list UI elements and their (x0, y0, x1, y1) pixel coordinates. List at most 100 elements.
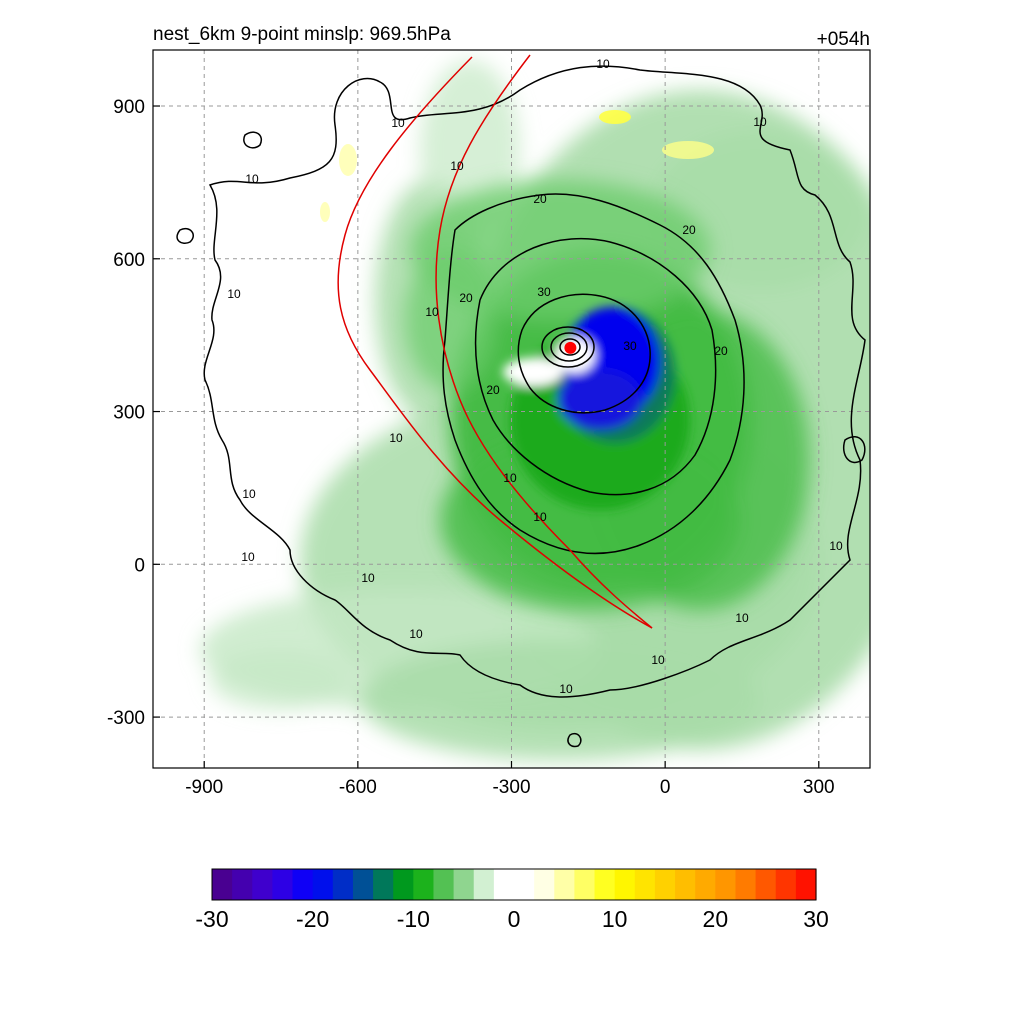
y-tick-label: 900 (113, 97, 145, 118)
contour-label: 20 (533, 192, 547, 206)
colorbar-cell (453, 869, 475, 900)
contour-10-blob-n (243, 131, 262, 149)
colorbar-cell (634, 869, 656, 900)
contour-label: 10 (559, 682, 573, 696)
colorbar-cell (614, 869, 636, 900)
colorbar-tick-label: 30 (803, 906, 829, 932)
colorbar-cell (292, 869, 314, 900)
colorbar-cell (312, 869, 334, 900)
contour-20 (474, 237, 717, 496)
contour-label: 10 (409, 627, 423, 641)
colorbar-tick-label: 0 (508, 906, 521, 932)
colorbar-cell (775, 869, 797, 900)
colorbar-cell (393, 869, 414, 900)
contour-label: 10 (829, 539, 843, 553)
colorbar-cell (514, 869, 535, 900)
contour-10-outer (203, 65, 866, 698)
colorbar-tick-label: -10 (397, 906, 430, 932)
colorbar-cell (332, 869, 354, 900)
x-tick-label: -900 (185, 777, 223, 798)
colorbar-cell (272, 869, 294, 900)
contour-label: 10 (241, 550, 255, 564)
contour-label: 10 (533, 510, 547, 524)
colorbar-cell (715, 869, 737, 900)
x-tick-label: 300 (803, 777, 835, 798)
colorbar-frame (211, 868, 817, 901)
colorbar-cell (252, 869, 273, 900)
colorbar-cell (373, 869, 394, 900)
contour-label: 10 (753, 115, 767, 129)
track-lines (337, 54, 653, 629)
plot-title: nest_6km 9-point minslp: 969.5hPa (153, 24, 451, 45)
x-tick-label: -600 (339, 777, 377, 798)
positive-patches (320, 110, 714, 222)
colorbar-cell (554, 869, 575, 900)
contour-label: 10 (242, 487, 256, 501)
track-line-inner (435, 54, 653, 629)
y-axis: 900 600 300 0 -300 (107, 97, 160, 729)
contour-label: 10 (361, 571, 375, 585)
contour-label: 10 (503, 471, 517, 485)
colorbar-cell (433, 869, 455, 900)
contour-label: 10 (245, 172, 259, 186)
colorbar-cell (352, 869, 374, 900)
colorbar-cell (232, 869, 253, 900)
colorbar-cell (695, 869, 716, 900)
contour-label: 20 (459, 291, 473, 305)
colorbar-cell (473, 869, 495, 900)
contour-labels: 10 10 10 10 10 10 10 10 10 10 10 10 10 1… (227, 57, 843, 696)
y-tick-label: 300 (113, 403, 145, 424)
contour-label: 10 (227, 287, 241, 301)
contour-label: 20 (682, 223, 696, 237)
contour-label: 10 (596, 57, 610, 71)
contour-label: 20 (486, 383, 500, 397)
contour-10-inner (442, 193, 745, 555)
x-axis: -900 -600 -300 0 300 (185, 761, 835, 798)
track-line-outer (337, 56, 653, 629)
contour-label: 30 (623, 339, 637, 353)
contour-core-mid (550, 332, 588, 362)
inner-core-shading (503, 307, 690, 510)
contour-10-blob-nw (176, 228, 194, 244)
colorbar-cell (594, 869, 616, 900)
contour-30 (517, 293, 651, 414)
colorbar-cell (574, 869, 596, 900)
contour-core-outer (541, 326, 595, 368)
colorbar-cell (735, 869, 757, 900)
colorbar-cell (534, 869, 555, 900)
colorbar-cell (675, 869, 696, 900)
colorbar-cell (212, 869, 233, 900)
storm-center-marker (564, 341, 577, 354)
y-tick-label: 600 (113, 250, 145, 271)
colorbar-tick-label: -20 (296, 906, 329, 932)
shading-layer (200, 60, 870, 760)
colorbar-tick-label: 10 (602, 906, 628, 932)
colorbar: -30 -20 -10 0 10 20 30 (195, 868, 829, 932)
contour-label: 30 (537, 285, 551, 299)
y-tick-label: 0 (134, 555, 145, 576)
contour-10-blob-s (567, 733, 582, 748)
forecast-hour-label: +054h (817, 29, 870, 50)
plot-area: 10 10 10 10 10 10 10 10 10 10 10 10 10 1… (153, 50, 870, 768)
contour-label: 10 (391, 116, 405, 130)
colorbar-cell (413, 869, 435, 900)
contour-label: 10 (651, 653, 665, 667)
contour-label: 10 (425, 305, 439, 319)
x-tick-label: 0 (660, 777, 671, 798)
colorbar-cell (654, 869, 676, 900)
y-tick-label: -300 (107, 708, 145, 729)
colorbar-tick-label: -30 (195, 906, 228, 932)
colorbar-tick-label: 20 (703, 906, 729, 932)
contour-10-blob-e (843, 436, 866, 464)
contour-label: 10 (735, 611, 749, 625)
contour-lines (176, 65, 866, 748)
contour-label: 10 (450, 159, 464, 173)
contour-label: 10 (389, 431, 403, 445)
contour-core-inner (559, 338, 581, 356)
colorbar-cell (755, 869, 777, 900)
contour-label: 20 (714, 344, 728, 358)
x-tick-label: -300 (492, 777, 530, 798)
colorbar-cell (795, 869, 817, 900)
colorbar-cell (493, 869, 515, 900)
